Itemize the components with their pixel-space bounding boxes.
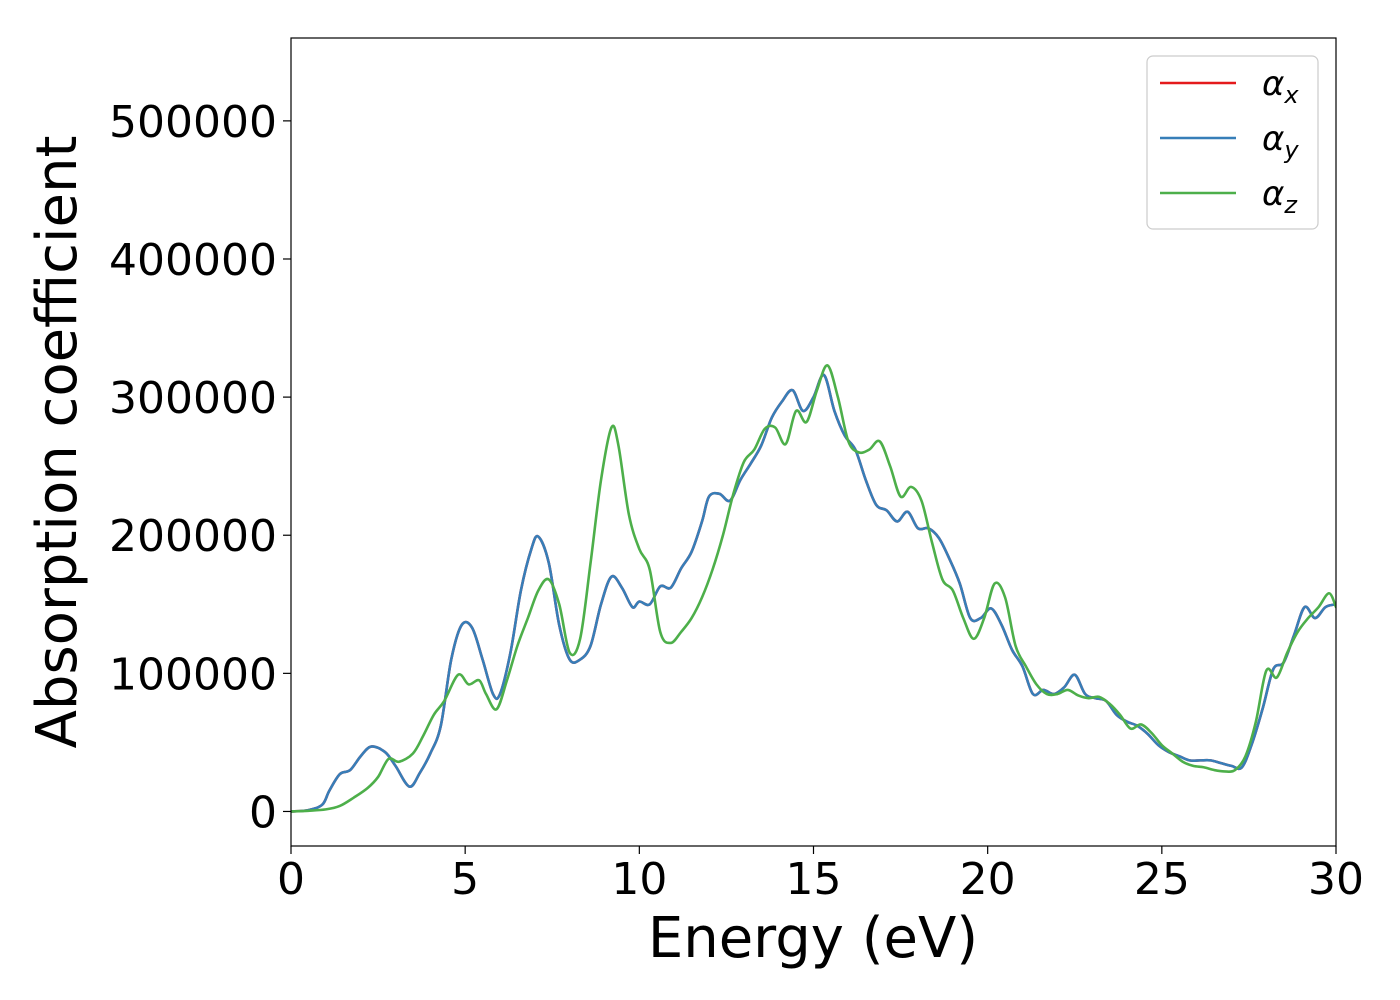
x-tick-label: 0 xyxy=(277,854,305,905)
x-tick-label: 10 xyxy=(611,854,667,905)
legend: αx αy αz xyxy=(1146,55,1319,230)
x-tick-label: 30 xyxy=(1308,854,1364,905)
x-tick-label: 15 xyxy=(786,854,842,905)
legend-items: αx αy αz xyxy=(1160,64,1299,219)
y-tick-label: 100000 xyxy=(109,649,277,700)
y-tick-label: 200000 xyxy=(109,511,277,562)
legend-label-x: αx xyxy=(1262,64,1299,109)
y-tick-label: 500000 xyxy=(109,97,277,148)
x-tick-label: 25 xyxy=(1134,854,1190,905)
legend-box xyxy=(1146,55,1319,230)
y-tick-label: 0 xyxy=(249,787,277,838)
x-axis-label: Energy (eV) xyxy=(648,906,978,971)
legend-label-y: αy xyxy=(1262,119,1299,164)
y-axis-label: Absorption coefficient xyxy=(25,136,90,749)
x-tick-label: 5 xyxy=(451,854,479,905)
y-tick-label: 400000 xyxy=(109,235,277,286)
series-line-z xyxy=(291,364,1336,813)
legend-label-z: αz xyxy=(1262,174,1298,219)
x-tick-label: 20 xyxy=(960,854,1016,905)
series-layer xyxy=(291,364,1336,813)
y-tick-label: 300000 xyxy=(109,373,277,424)
x-axis-ticks: 0 5 10 15 20 25 30 xyxy=(277,846,1364,905)
y-axis-ticks: 0 100000 200000 300000 400000 500000 xyxy=(109,97,291,838)
